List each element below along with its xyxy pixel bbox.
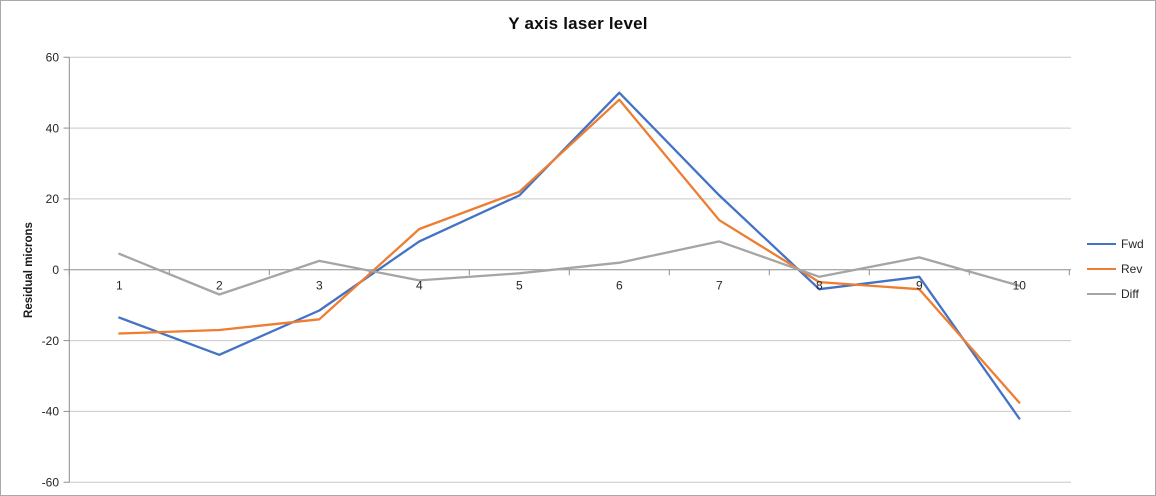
x-tick-label: 9 xyxy=(916,278,923,292)
legend-label: Diff xyxy=(1121,287,1139,301)
x-tick-label: 8 xyxy=(816,278,823,292)
x-tick-label: 6 xyxy=(616,278,623,292)
axis-tick-labels: 60 40 20 0 -20 -40 -60 1 2 3 4 5 6 7 8 9 10 xyxy=(42,50,1027,489)
series-line-diff[interactable] xyxy=(118,240,1021,296)
y-tick-label: -60 xyxy=(42,475,60,489)
legend: Fwd Rev Diff xyxy=(1087,237,1144,301)
legend-swatch-diff xyxy=(1087,293,1116,295)
x-tick-label: 1 xyxy=(116,278,123,292)
y-tick-label: 40 xyxy=(46,121,60,135)
legend-item-fwd[interactable]: Fwd xyxy=(1087,237,1144,251)
x-tick-label: 4 xyxy=(416,278,423,292)
series-lines xyxy=(118,91,1021,420)
y-tick-label: 20 xyxy=(46,192,60,206)
axes xyxy=(63,56,1070,483)
y-tick-label: -20 xyxy=(42,334,60,348)
x-tick-label: 3 xyxy=(316,278,323,292)
x-tick-label: 7 xyxy=(716,278,723,292)
x-tick-label: 5 xyxy=(516,278,523,292)
y-tick-label: 0 xyxy=(52,263,59,277)
x-tick-label: 10 xyxy=(1013,278,1027,292)
series-line-rev[interactable] xyxy=(118,98,1021,404)
y-tick-label: -40 xyxy=(42,405,60,419)
y-tick-label: 60 xyxy=(46,50,60,64)
legend-label: Rev xyxy=(1121,262,1143,276)
gridlines xyxy=(69,56,1071,483)
series-line-fwd[interactable] xyxy=(118,91,1021,420)
legend-item-diff[interactable]: Diff xyxy=(1087,287,1144,301)
legend-swatch-rev xyxy=(1087,268,1116,270)
legend-item-rev[interactable]: Rev xyxy=(1087,262,1144,276)
x-tick-label: 2 xyxy=(216,278,223,292)
legend-swatch-fwd xyxy=(1087,243,1116,245)
chart-title[interactable]: Y axis laser level xyxy=(508,14,648,33)
legend-label: Fwd xyxy=(1121,237,1144,251)
